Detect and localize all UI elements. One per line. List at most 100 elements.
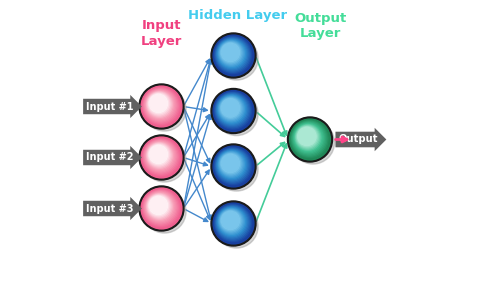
Circle shape [215,205,258,248]
Circle shape [141,188,182,229]
Circle shape [216,38,248,70]
Circle shape [214,204,252,243]
Circle shape [213,146,254,187]
Circle shape [139,186,184,231]
Circle shape [215,92,258,136]
Circle shape [142,138,180,177]
Circle shape [294,124,322,152]
Circle shape [139,84,184,129]
Circle shape [147,143,171,167]
Circle shape [214,92,252,129]
Circle shape [144,89,177,122]
Circle shape [218,40,244,66]
Circle shape [143,190,186,233]
Circle shape [213,91,254,131]
Circle shape [144,191,177,224]
Circle shape [144,140,176,172]
Circle shape [214,36,252,75]
Circle shape [142,190,180,226]
Circle shape [217,39,247,69]
Circle shape [215,37,250,72]
Circle shape [146,193,174,220]
Circle shape [214,37,252,74]
Circle shape [148,94,169,114]
Circle shape [219,152,243,176]
Circle shape [146,142,174,170]
Circle shape [211,88,256,134]
Circle shape [150,94,168,112]
Circle shape [213,35,254,76]
Circle shape [220,42,242,64]
Circle shape [214,205,252,242]
Circle shape [144,89,176,121]
Text: Input #1: Input #1 [86,101,134,112]
Circle shape [148,93,170,115]
Circle shape [215,205,250,240]
Circle shape [214,91,252,130]
Circle shape [139,135,184,180]
Circle shape [213,203,254,244]
Circle shape [220,210,242,232]
Circle shape [292,121,327,156]
Circle shape [218,208,244,234]
Circle shape [146,142,172,168]
Circle shape [222,99,240,117]
Circle shape [294,123,324,153]
Circle shape [142,88,180,124]
Circle shape [211,144,256,189]
Circle shape [219,41,243,65]
Circle shape [143,139,186,182]
Text: Input #2: Input #2 [86,152,134,163]
Circle shape [298,127,316,146]
Circle shape [290,120,329,159]
Circle shape [218,208,246,236]
Circle shape [293,122,324,154]
Circle shape [216,149,249,182]
Circle shape [214,147,252,186]
Circle shape [218,95,246,123]
Circle shape [220,98,241,118]
Circle shape [216,93,249,127]
Circle shape [219,209,243,233]
Circle shape [220,98,242,119]
Circle shape [222,154,240,172]
Circle shape [295,124,321,150]
Circle shape [220,43,241,63]
Text: Hidden Layer: Hidden Layer [188,9,288,22]
Circle shape [148,195,170,217]
Circle shape [296,125,320,149]
Circle shape [218,151,246,178]
Circle shape [141,137,182,178]
Text: Output: Output [338,134,378,145]
Circle shape [214,148,252,184]
Circle shape [145,192,175,222]
Text: Input
Layer: Input Layer [141,20,182,47]
Circle shape [290,119,331,160]
Circle shape [150,196,168,214]
Circle shape [147,194,171,218]
Circle shape [148,144,170,166]
Circle shape [143,190,178,225]
Circle shape [142,139,180,175]
Circle shape [146,91,174,118]
Circle shape [218,96,244,122]
Circle shape [217,150,247,180]
Circle shape [216,206,248,238]
Text: Input #3: Input #3 [86,203,134,214]
Circle shape [211,33,256,78]
Circle shape [143,88,186,131]
Circle shape [142,87,180,126]
Circle shape [145,141,175,171]
Circle shape [215,148,250,183]
Circle shape [215,148,258,191]
Circle shape [143,88,178,123]
Circle shape [143,139,178,174]
Circle shape [145,90,175,120]
Circle shape [292,122,326,155]
Circle shape [215,93,250,128]
Circle shape [219,97,243,121]
Circle shape [150,145,168,164]
Circle shape [146,194,172,219]
Text: Output
Layer: Output Layer [294,12,346,40]
Circle shape [296,126,318,148]
